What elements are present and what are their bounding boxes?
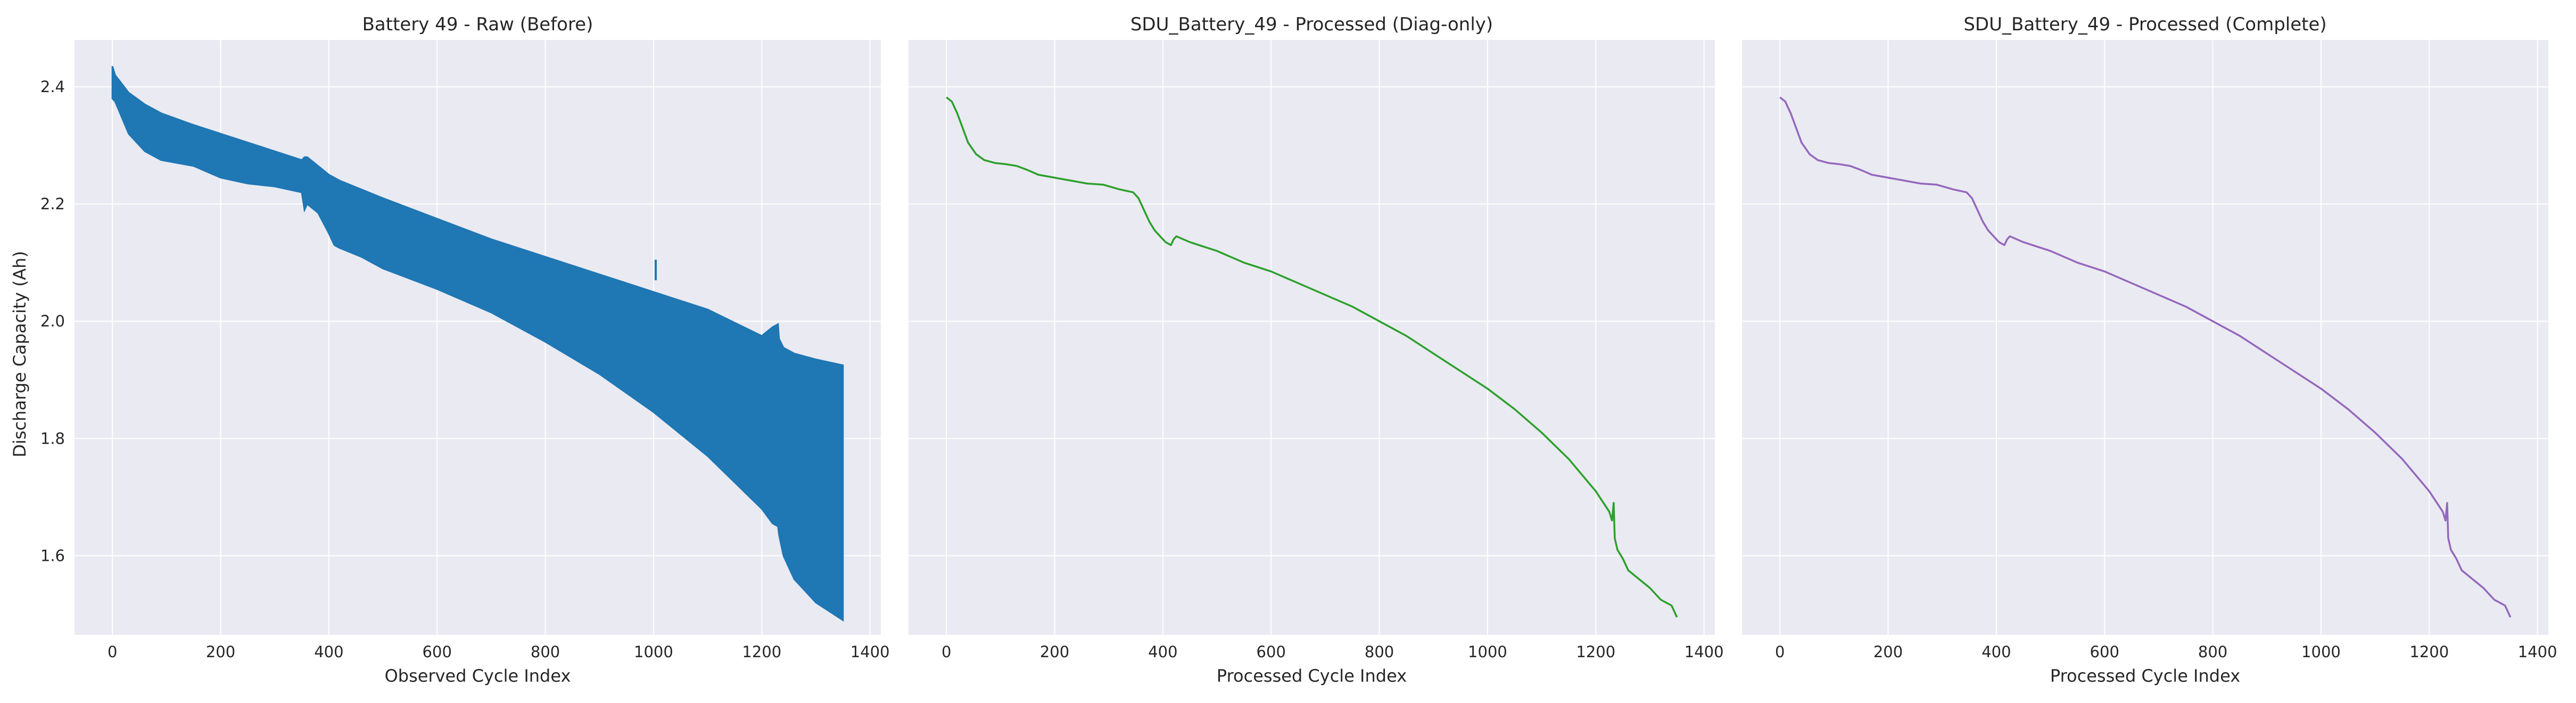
x-tick-label: 1200 xyxy=(742,643,781,661)
x-tick-label: 600 xyxy=(423,643,452,661)
panel-title: Battery 49 - Raw (Before) xyxy=(362,14,593,35)
x-tick-label: 600 xyxy=(2090,643,2119,661)
x-tick-label: 1400 xyxy=(851,643,890,661)
x-tick-label: 0 xyxy=(942,643,951,661)
x-axis-label: Processed Cycle Index xyxy=(1217,666,1407,686)
x-tick-label: 800 xyxy=(531,643,560,661)
y-tick-label: 2.4 xyxy=(40,78,65,96)
panel-title: SDU_Battery_49 - Processed (Diag-only) xyxy=(1130,14,1493,35)
chart-panel-3: 0 200 400 600 800 1000 1200 1400 SDU_Battery_49 … xyxy=(1742,14,2557,686)
data-line xyxy=(946,96,1678,618)
y-tick-label: 2.0 xyxy=(40,312,65,330)
y-tick-label: 1.8 xyxy=(40,429,65,447)
x-tick-label: 1000 xyxy=(634,643,673,661)
x-tick-label: 1000 xyxy=(2301,643,2341,661)
x-tick-label: 800 xyxy=(2198,643,2227,661)
y-tick-label: 2.2 xyxy=(40,195,65,213)
x-tick-label: 1200 xyxy=(2409,643,2449,661)
x-tick-label: 1000 xyxy=(1468,643,1507,661)
x-tick-label: 0 xyxy=(1775,643,1785,661)
x-tick-label: 800 xyxy=(1365,643,1394,661)
x-tick-label: 400 xyxy=(1148,643,1177,661)
plot-area-background xyxy=(909,40,1715,635)
data-line xyxy=(1779,96,2512,618)
x-tick-label: 200 xyxy=(1040,643,1069,661)
data-band xyxy=(111,66,844,622)
plot-area-background xyxy=(1742,40,2548,635)
panel-title: SDU_Battery_49 - Processed (Complete) xyxy=(1963,14,2326,35)
x-tick-label: 200 xyxy=(206,643,235,661)
y-tick-label: 1.6 xyxy=(40,546,65,565)
chart-panel-1: 0 200 400 600 800 1000 1200 1400 1.6 1.8 2.0 2.2 2.4… xyxy=(40,14,890,686)
chart-panel-2: 0 200 400 600 800 1000 1200 1400 SDU_Battery_49 … xyxy=(909,14,1724,686)
x-tick-label: 1400 xyxy=(1685,643,1724,661)
x-tick-label: 400 xyxy=(1981,643,2011,661)
x-axis-label: Observed Cycle Index xyxy=(385,666,571,686)
x-tick-label: 0 xyxy=(108,643,117,661)
x-tick-label: 1200 xyxy=(1576,643,1615,661)
x-tick-label: 200 xyxy=(1873,643,1903,661)
x-tick-label: 1400 xyxy=(2518,643,2557,661)
x-tick-label: 600 xyxy=(1257,643,1286,661)
x-axis-label: Processed Cycle Index xyxy=(2050,666,2240,686)
x-tick-label: 400 xyxy=(314,643,343,661)
shared-y-axis-label: Discharge Capacity (Ah) xyxy=(10,251,30,457)
